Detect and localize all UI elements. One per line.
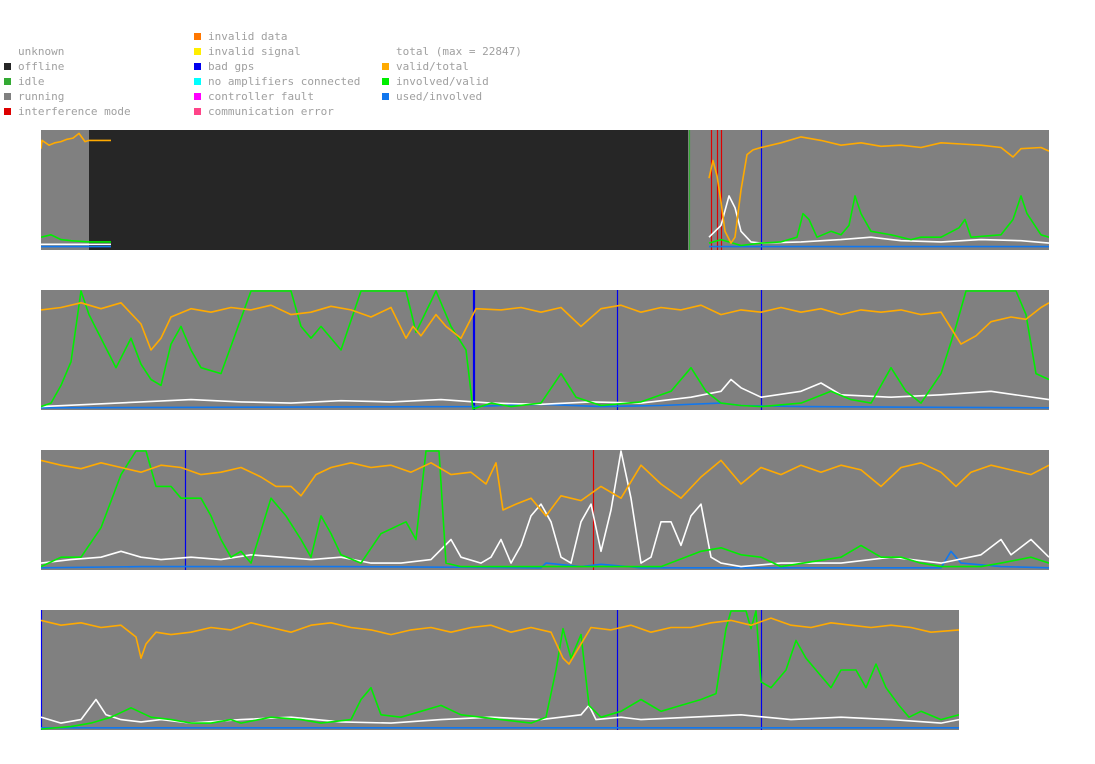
status-block-running: [688, 130, 1049, 250]
status-block-running: [41, 130, 89, 250]
valid-total-swatch: [382, 63, 389, 70]
series-involved-valid-line: [41, 610, 959, 730]
used-involved-swatch: [382, 93, 389, 100]
series-total-line: [41, 698, 959, 724]
no-amplifiers-swatch: [194, 78, 201, 85]
communication-error-swatch: [194, 108, 201, 115]
series-valid-total-line: [708, 136, 1049, 244]
series-total-line: [708, 195, 1049, 244]
idle-swatch: [4, 78, 11, 85]
legend-label: bad gps: [208, 60, 255, 73]
series-involved-valid-line: [41, 234, 111, 243]
offline-swatch: [4, 63, 11, 70]
series-valid-total-line: [41, 302, 1049, 351]
series-involved-valid-line: [41, 290, 1049, 410]
legend-label: total (max = 22847): [396, 45, 522, 58]
legend-label: valid/total: [396, 60, 469, 73]
series-involved-valid-line: [41, 450, 1049, 568]
invalid-signal-swatch: [194, 48, 201, 55]
legend-label: involved/valid: [396, 75, 489, 88]
timeline-row-1: [41, 130, 1049, 250]
legend-label: interference mode: [18, 105, 131, 118]
series-valid-total-line: [41, 617, 959, 665]
status-block-offline: [89, 130, 688, 250]
legend-label: unknown: [18, 45, 65, 58]
legend-label: controller fault: [208, 90, 314, 103]
series-total-line: [41, 450, 1049, 568]
series-valid-total-line: [41, 132, 111, 149]
legend-label: used/involved: [396, 90, 483, 103]
total-swatch: [382, 48, 389, 55]
invalid-data-swatch: [194, 33, 201, 40]
legend-label: invalid signal: [208, 45, 301, 58]
timeline-row-3: [41, 450, 1049, 570]
timeline-row-2: [41, 290, 1049, 410]
legend-label: no amplifiers connected: [208, 75, 361, 88]
running-swatch: [4, 93, 11, 100]
status-block-running: [41, 610, 959, 730]
status-block-running: [41, 290, 1049, 410]
series-involved-valid-line: [708, 195, 1049, 247]
legend-label: idle: [18, 75, 45, 88]
interference-mode-swatch: [4, 108, 11, 115]
legend-label: offline: [18, 60, 65, 73]
legend-label: invalid data: [208, 30, 288, 43]
unknown-swatch: [4, 48, 11, 55]
involved-valid-swatch: [382, 78, 389, 85]
timeline-row-4: [40, 610, 959, 730]
series-valid-total-line: [41, 459, 1049, 517]
legend-label: running: [18, 90, 65, 103]
controller-fault-swatch: [194, 93, 201, 100]
legend-label: communication error: [208, 105, 334, 118]
series-used-involved-line: [41, 402, 1049, 409]
bad-gps-swatch: [194, 63, 201, 70]
